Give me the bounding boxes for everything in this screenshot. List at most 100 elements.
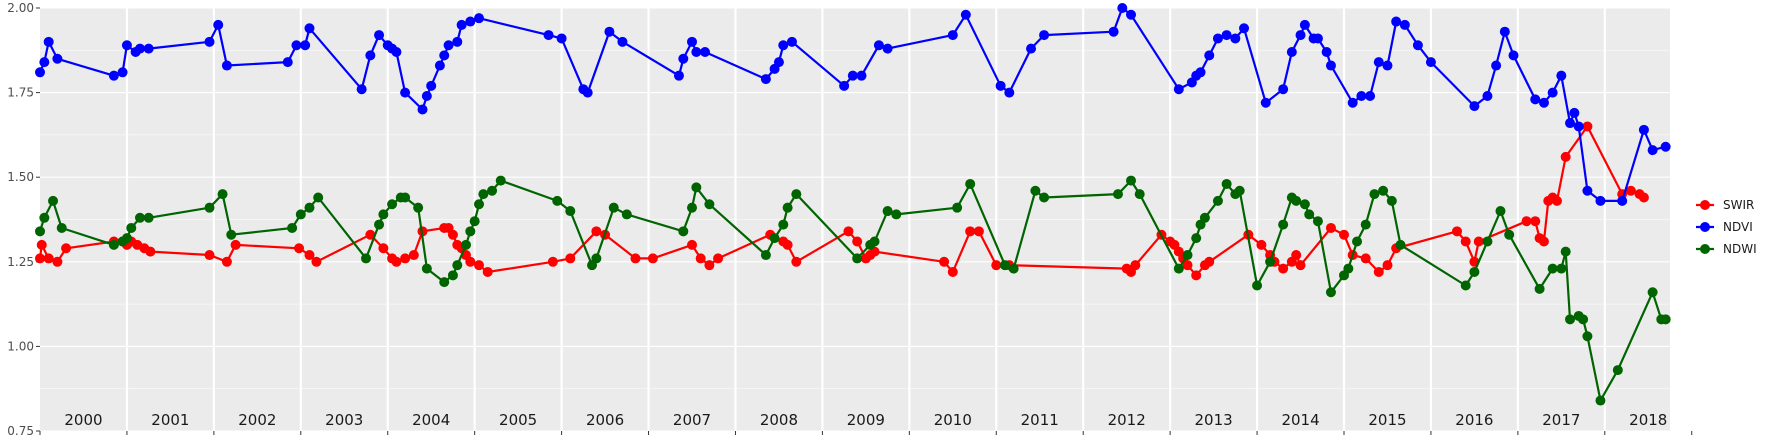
data-point-ndwi <box>439 277 450 288</box>
data-point-ndwi <box>217 189 228 200</box>
data-point-swir <box>1182 260 1193 271</box>
data-point-ndvi <box>1373 57 1384 68</box>
data-point-ndwi <box>387 199 398 210</box>
year-label: 2016 <box>1455 411 1493 429</box>
data-point-ndvi <box>1660 141 1671 152</box>
data-point-swir <box>1325 222 1336 233</box>
data-point-ndvi <box>1260 97 1271 108</box>
data-point-ndvi <box>221 60 232 71</box>
data-point-ndvi <box>1382 60 1393 71</box>
data-point-swir <box>391 256 402 267</box>
year-label: 2007 <box>673 411 711 429</box>
data-point-ndvi <box>839 80 850 91</box>
data-point-ndwi <box>1304 209 1315 220</box>
data-point-ndvi <box>1321 46 1332 57</box>
data-point-ndwi <box>678 226 689 237</box>
data-point-ndvi <box>1126 9 1137 20</box>
data-point-ndwi <box>204 202 215 213</box>
data-point-ndvi <box>1573 121 1584 132</box>
data-point-swir <box>1538 236 1549 247</box>
data-point-ndvi <box>426 80 437 91</box>
data-point-swir <box>565 253 576 264</box>
data-point-ndvi <box>582 87 593 98</box>
data-point-ndvi <box>687 36 697 47</box>
data-point-ndvi <box>417 104 428 115</box>
data-point-swir <box>145 246 156 257</box>
year-label: 2017 <box>1542 411 1580 429</box>
data-point-ndvi <box>617 36 628 47</box>
data-point-ndwi <box>287 222 298 233</box>
data-point-ndwi <box>400 192 411 203</box>
data-point-swir <box>695 253 706 264</box>
data-point-ndvi <box>556 33 567 44</box>
data-point-swir <box>365 229 376 240</box>
data-point-ndvi <box>778 40 789 51</box>
data-point-swir <box>204 250 215 261</box>
data-point-ndvi <box>1312 33 1323 44</box>
y-tick-label: 2.00 <box>7 1 34 15</box>
data-point-ndvi <box>291 40 302 51</box>
data-point-ndvi <box>434 60 445 71</box>
data-point-ndvi <box>1004 87 1015 98</box>
data-point-ndvi <box>1499 26 1510 37</box>
data-point-ndwi <box>704 199 715 210</box>
data-point-ndwi <box>1360 219 1371 230</box>
legend-label-swir: SWIR <box>1723 198 1754 212</box>
data-point-ndvi <box>1365 90 1376 101</box>
data-point-ndvi <box>1108 26 1119 37</box>
data-point-ndwi <box>621 209 632 220</box>
data-point-swir <box>713 253 724 264</box>
data-point-swir <box>35 253 45 264</box>
data-point-swir <box>304 250 315 261</box>
year-label: 2008 <box>760 411 798 429</box>
data-point-ndwi <box>452 260 463 271</box>
year-label: 2011 <box>1021 411 1059 429</box>
data-point-ndvi <box>356 84 367 95</box>
data-point-ndwi <box>1134 189 1145 200</box>
data-point-ndwi <box>608 202 619 213</box>
data-point-ndvi <box>1356 90 1367 101</box>
data-point-ndwi <box>1299 199 1310 210</box>
data-point-ndwi <box>852 253 863 264</box>
data-point-ndvi <box>1595 195 1606 206</box>
data-point-ndwi <box>474 199 485 210</box>
data-point-swir <box>947 266 958 277</box>
data-point-swir <box>1256 239 1267 250</box>
data-point-ndvi <box>882 43 893 54</box>
data-point-ndwi <box>378 209 389 220</box>
data-point-ndvi <box>300 40 311 51</box>
data-point-ndwi <box>1534 283 1545 294</box>
data-point-ndvi <box>1469 101 1480 112</box>
data-point-ndvi <box>1026 43 1037 54</box>
data-point-ndwi <box>1395 239 1406 250</box>
data-point-swir <box>939 256 950 267</box>
legend-key-ndvi <box>1700 222 1710 232</box>
data-point-ndwi <box>1126 175 1137 186</box>
data-point-ndvi <box>1547 87 1558 98</box>
data-point-ndwi <box>1660 314 1671 325</box>
data-point-ndwi <box>1291 195 1302 206</box>
data-point-ndvi <box>143 43 154 54</box>
data-point-ndwi <box>495 175 506 186</box>
data-point-ndwi <box>1565 314 1576 325</box>
data-point-swir <box>36 239 47 250</box>
data-point-swir <box>1291 250 1302 261</box>
data-point-ndvi <box>691 46 702 57</box>
data-point-swir <box>1130 260 1141 271</box>
data-point-ndvi <box>947 30 958 41</box>
data-point-swir <box>378 243 389 254</box>
x-axis <box>39 431 1693 435</box>
year-label: 2013 <box>1195 411 1233 429</box>
data-point-swir <box>1638 192 1649 203</box>
data-point-ndvi <box>1482 90 1493 101</box>
data-point-swir <box>294 243 305 254</box>
data-point-ndvi <box>673 70 684 81</box>
data-point-ndwi <box>361 253 371 264</box>
data-point-ndwi <box>1221 178 1232 189</box>
data-point-ndvi <box>1508 50 1519 61</box>
data-point-ndwi <box>39 212 50 223</box>
data-point-ndvi <box>1556 70 1567 81</box>
data-point-ndvi <box>108 70 119 81</box>
data-point-ndvi <box>873 40 884 51</box>
data-point-ndwi <box>1265 256 1276 267</box>
